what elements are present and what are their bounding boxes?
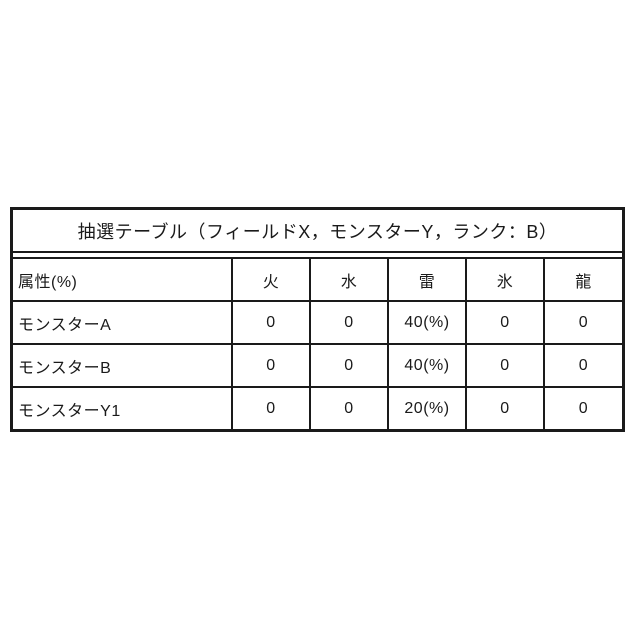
header-ice: 氷	[465, 258, 545, 302]
title-grid-divider-gap	[13, 253, 622, 257]
cell-water: 0	[309, 343, 389, 388]
cell-ice: 0	[465, 386, 545, 429]
row-label: モンスターB	[13, 343, 233, 388]
lottery-table: 抽選テーブル（フィールドX，モンスターY，ランク：B） 属性(%) 火 水 雷 …	[10, 207, 625, 432]
cell-ice: 0	[465, 343, 545, 388]
row-label: モンスターA	[13, 300, 233, 345]
table-row-monster-b: モンスターB 0 0 40(%) 0 0	[13, 343, 622, 388]
cell-dragon: 0	[543, 300, 622, 345]
row-label: モンスターY1	[13, 386, 233, 429]
cell-fire: 0	[231, 343, 311, 388]
cell-ice: 0	[465, 300, 545, 345]
cell-water: 0	[309, 300, 389, 345]
cell-thunder: 40(%)	[387, 300, 467, 345]
header-thunder: 雷	[387, 258, 467, 302]
cell-thunder: 20(%)	[387, 386, 467, 429]
header-row: 属性(%) 火 水 雷 氷 龍	[13, 258, 622, 302]
header-water: 水	[309, 258, 389, 302]
cell-thunder: 40(%)	[387, 343, 467, 388]
cell-dragon: 0	[543, 386, 622, 429]
cell-water: 0	[309, 386, 389, 429]
cell-dragon: 0	[543, 343, 622, 388]
table-row-monster-a: モンスターA 0 0 40(%) 0 0	[13, 300, 622, 345]
header-fire: 火	[231, 258, 311, 302]
header-attribute: 属性(%)	[13, 258, 233, 302]
cell-fire: 0	[231, 300, 311, 345]
header-dragon: 龍	[543, 258, 622, 302]
cell-fire: 0	[231, 386, 311, 429]
table-row-monster-y1: モンスターY1 0 0 20(%) 0 0	[13, 386, 622, 429]
attribute-table: 属性(%) 火 水 雷 氷 龍 モンスターA 0 0 40(%) 0 0	[13, 257, 622, 429]
table-title: 抽選テーブル（フィールドX，モンスターY，ランク：B）	[13, 210, 622, 253]
